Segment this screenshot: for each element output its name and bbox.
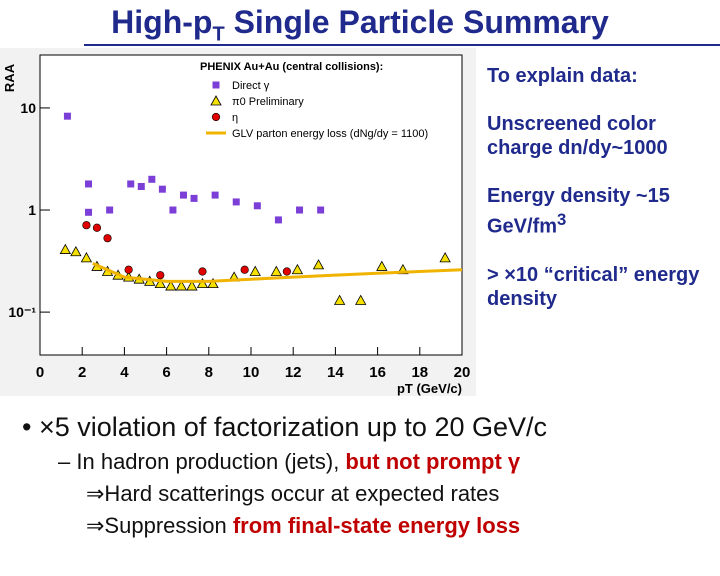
legend-label: Direct γ bbox=[232, 80, 270, 92]
data-point bbox=[207, 277, 219, 289]
data-point bbox=[196, 277, 209, 289]
data-point bbox=[249, 265, 261, 276]
x-tick-label: 12 bbox=[285, 364, 302, 381]
data-point bbox=[186, 280, 198, 291]
series-line bbox=[92, 262, 463, 283]
data-point bbox=[154, 277, 166, 289]
legend-title: PHENIX Au+Au (central collisions): bbox=[200, 61, 383, 73]
bullet-emphasis: but not prompt γ bbox=[345, 449, 521, 474]
title-text: Single Particle Summary bbox=[224, 4, 609, 40]
title-rule bbox=[84, 44, 720, 46]
arrow-item: ⇒Suppression from final-state energy los… bbox=[86, 513, 712, 539]
bullet-text: In hadron production (jets), bbox=[76, 449, 346, 474]
x-tick-label: 4 bbox=[120, 364, 129, 381]
x-tick-label: 16 bbox=[369, 364, 386, 381]
data-point bbox=[169, 206, 177, 214]
data-point bbox=[85, 180, 93, 188]
data-point bbox=[291, 263, 304, 275]
data-point bbox=[355, 294, 367, 305]
arrow-item: ⇒Hard scatterings occur at expected rate… bbox=[86, 481, 500, 506]
legend-marker bbox=[211, 112, 221, 122]
data-point bbox=[376, 260, 388, 271]
y-axis-label: RAA bbox=[2, 63, 17, 92]
data-point bbox=[240, 265, 249, 274]
data-point bbox=[270, 265, 282, 276]
data-point bbox=[148, 175, 156, 183]
data-point bbox=[317, 206, 325, 214]
data-point bbox=[211, 191, 219, 199]
legend-label: η bbox=[232, 112, 238, 124]
x-tick-label: 18 bbox=[411, 364, 428, 381]
data-point bbox=[124, 265, 133, 274]
data-point bbox=[158, 185, 166, 193]
data-point bbox=[63, 112, 71, 120]
data-point bbox=[165, 280, 177, 291]
bullet-text: ⇒Suppression bbox=[86, 513, 233, 538]
legend-marker bbox=[210, 95, 222, 106]
bullet-marker: – bbox=[58, 449, 71, 474]
data-point bbox=[59, 243, 71, 254]
y-tick-label: 10⁻¹ bbox=[8, 304, 36, 320]
data-point bbox=[333, 294, 346, 305]
bullet: • ×5 violation of factorization up to 20… bbox=[22, 412, 548, 442]
data-point bbox=[296, 206, 304, 214]
plot-area bbox=[40, 55, 462, 355]
data-point bbox=[82, 221, 91, 230]
data-point bbox=[190, 194, 198, 202]
x-tick-label: 10 bbox=[243, 364, 260, 381]
bullets: • ×5 violation of factorization up to 20… bbox=[22, 412, 712, 545]
side-notes: To explain data: Unscreened color charge… bbox=[487, 64, 717, 335]
note-superscript: 3 bbox=[557, 210, 567, 229]
data-point bbox=[198, 267, 207, 276]
legend-marker bbox=[212, 81, 220, 89]
data-point bbox=[70, 245, 82, 257]
data-point bbox=[312, 259, 325, 270]
y-tick-label: 1 bbox=[28, 202, 36, 218]
data-point bbox=[253, 202, 261, 210]
note: Energy density ~15 GeV/fm3 bbox=[487, 184, 717, 239]
data-point bbox=[232, 198, 240, 206]
data-point bbox=[439, 252, 451, 263]
data-point bbox=[282, 267, 291, 276]
note: Unscreened color charge dn/dy~1000 bbox=[487, 113, 668, 159]
x-tick-label: 2 bbox=[78, 364, 86, 381]
y-tick-label: 10 bbox=[20, 100, 36, 116]
data-point bbox=[175, 280, 188, 291]
data-point bbox=[137, 182, 145, 190]
title-text: High-p bbox=[111, 4, 213, 40]
legend-label: π0 Preliminary bbox=[232, 96, 304, 108]
x-tick-label: 0 bbox=[36, 364, 44, 381]
data-point bbox=[85, 208, 93, 216]
note: To explain data: bbox=[487, 65, 638, 87]
data-point bbox=[103, 234, 112, 243]
data-point bbox=[106, 206, 114, 214]
x-axis-label: pT (GeV/c) bbox=[397, 381, 462, 396]
title-subscript: T bbox=[212, 23, 225, 46]
data-point bbox=[127, 180, 135, 188]
note: > ×10 “critical” energy density bbox=[487, 263, 700, 310]
note-text: Energy density ~15 GeV/fm bbox=[487, 185, 670, 238]
data-point bbox=[80, 252, 93, 263]
data-point bbox=[179, 191, 187, 199]
sub-bullet: – In hadron production (jets), but not p… bbox=[58, 449, 712, 475]
bullet-emphasis: from final-state energy loss bbox=[232, 513, 521, 538]
data-point bbox=[274, 216, 282, 224]
x-tick-label: 8 bbox=[205, 364, 213, 381]
x-tick-label: 14 bbox=[327, 364, 344, 381]
slide-title: High-pT Single Particle Summary bbox=[0, 4, 720, 46]
legend-label: GLV parton energy loss (dNg/dy = 1100) bbox=[232, 128, 428, 140]
data-point bbox=[92, 223, 102, 232]
x-tick-label: 20 bbox=[454, 364, 471, 381]
data-point bbox=[156, 271, 165, 280]
x-tick-label: 6 bbox=[162, 364, 170, 381]
chart: 0 2 4 6 8 10 12 14 16 18 20 10 1 10⁻¹ pT (GeV/c) RAA PHE… bbox=[0, 48, 476, 396]
